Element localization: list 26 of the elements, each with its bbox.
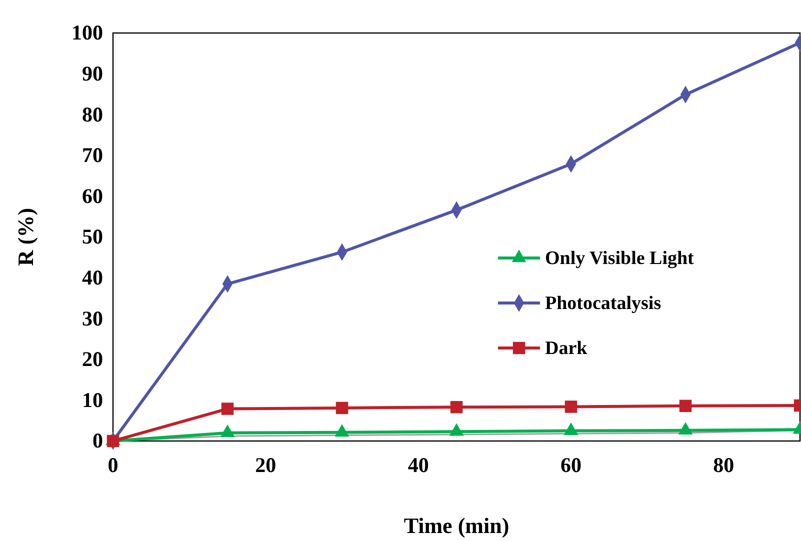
x-tick-label: 80 <box>713 452 734 477</box>
x-axis-title: Time (min) <box>404 513 510 538</box>
point <box>221 402 234 415</box>
y-tick-label: 10 <box>82 388 103 412</box>
x-tick-label: 60 <box>560 452 582 477</box>
legend-label: Dark <box>545 338 588 359</box>
x-tick-label: 0 <box>108 452 118 477</box>
legend-label: Photocatalysis <box>545 293 662 314</box>
legend-label: Only Visible Light <box>545 248 695 269</box>
y-tick-label: 0 <box>92 428 103 453</box>
y-axis-title: R (%) <box>13 208 38 266</box>
y-tick-label: 70 <box>82 143 103 168</box>
y-tick-label: 100 <box>72 20 103 45</box>
y-tick-label: 40 <box>82 266 103 290</box>
point <box>679 400 692 412</box>
y-tick-label: 20 <box>82 347 103 372</box>
y-tick-label: 60 <box>82 184 103 208</box>
y-tick-label: 50 <box>82 224 103 249</box>
point <box>450 401 463 414</box>
y-tick-label: 30 <box>82 306 103 330</box>
x-tick-label: 40 <box>408 452 429 477</box>
point <box>564 400 578 413</box>
x-tick-label: 20 <box>255 452 276 477</box>
y-tick-label: 80 <box>82 102 103 126</box>
y-tick-label: 90 <box>82 62 103 86</box>
point <box>336 402 348 414</box>
